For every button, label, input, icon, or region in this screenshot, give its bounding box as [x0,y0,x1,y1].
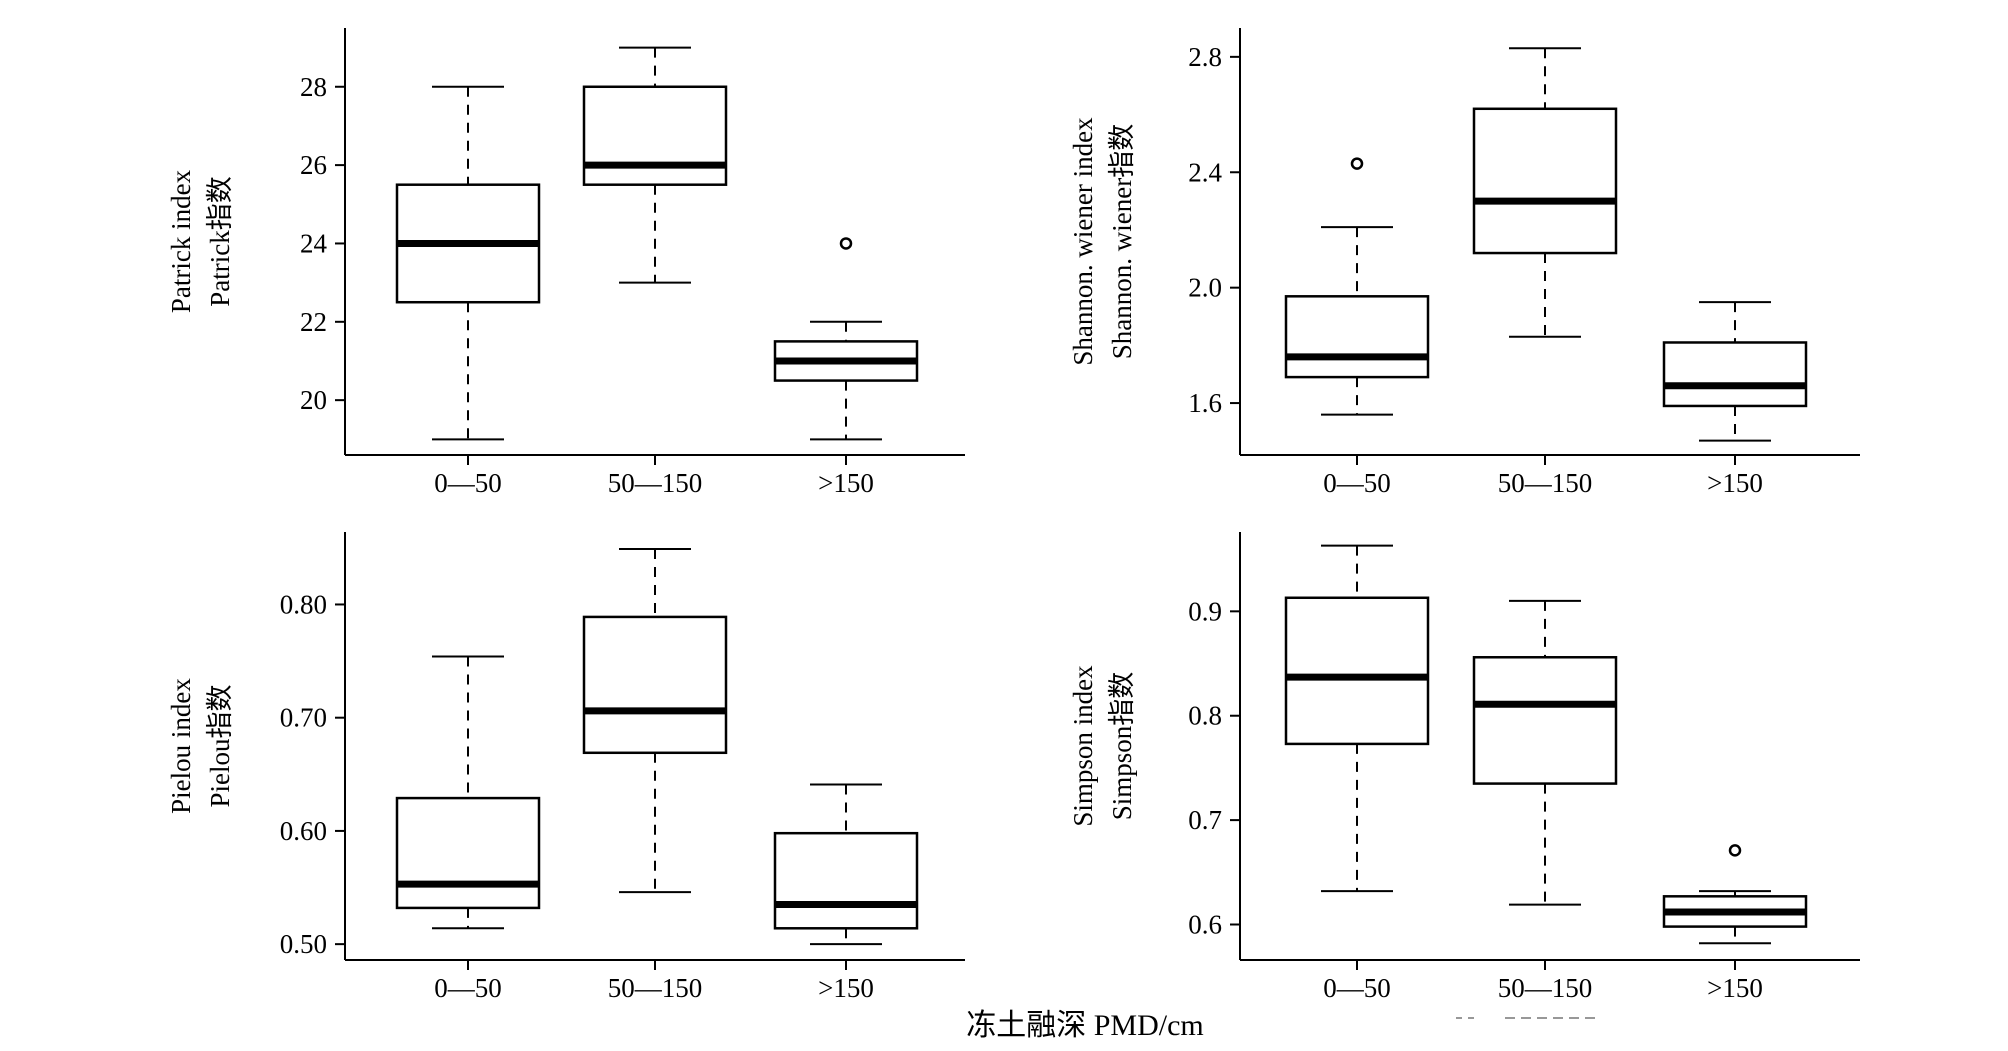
x-tick-label: 50—150 [1498,973,1593,1003]
panel-bottom-right: 0.6 0.7 0.8 0.9 0—50 50—150 >150 Simpson index S… [1068,532,1860,1003]
box-0 [1284,157,1430,416]
y-tick-label: 0.50 [280,929,327,959]
box-1 [1472,599,1618,906]
x-tick-label: 0—50 [434,973,502,1003]
box-2 [1662,844,1808,945]
y-tick-label: 2.0 [1188,273,1222,303]
box-2 [773,783,919,946]
y-axis-label: Patrick index [166,169,196,313]
y-axis-label: Simpson指数 [1107,672,1137,821]
panel-top-left: 20 22 24 26 28 0—50 50—150 >150 Patrick index Pat… [166,28,965,498]
y-axis-label: Pielou index [166,678,196,814]
y-tick-label: 24 [300,228,328,258]
y-axis-label: Shannon. wiener index [1068,117,1098,366]
y-tick-label: 28 [300,72,327,102]
y-tick-label: 1.6 [1188,388,1222,418]
y-tick-label: 0.9 [1188,596,1222,626]
y-tick-label: 26 [300,150,327,180]
box-0 [395,655,541,930]
y-axis-label: Simpson index [1068,665,1098,827]
y-tick-label: 0.8 [1188,701,1222,731]
box-0 [1284,544,1430,893]
x-tick-label: 50—150 [1498,468,1593,498]
y-tick-label: 0.60 [280,816,327,846]
x-tick-label: 50—150 [608,973,703,1003]
y-tick-label: 2.4 [1188,157,1222,187]
outlier-point [839,237,853,250]
y-tick-label: 0.80 [280,589,327,619]
x-tick-label: 50—150 [608,468,703,498]
iqr-box [582,615,728,755]
box-1 [582,46,728,284]
outlier-point [1350,157,1364,170]
panel-top-right: 1.6 2.0 2.4 2.8 0—50 50—150 >150 Shannon. wiene… [1068,28,1860,498]
box-0 [395,85,541,441]
figure-x-axis-label: 冻土融深 PMD/cm [966,1009,1204,1042]
y-tick-label: 0.70 [280,703,327,733]
iqr-box [1472,107,1618,255]
iqr-box [582,85,728,186]
outlier-point [1728,844,1742,857]
y-tick-label: 0.6 [1188,910,1222,940]
iqr-box [395,796,541,910]
iqr-box [773,831,919,930]
y-tick-label: 0.7 [1188,805,1222,835]
y-axis-label: Shannon. wiener指数 [1107,124,1137,359]
iqr-box [1662,341,1808,408]
y-axis-label: Pielou指数 [205,684,235,807]
box-2 [1662,301,1808,442]
x-tick-label: >150 [1707,468,1763,498]
x-tick-label: 0—50 [1323,468,1391,498]
iqr-box [1472,656,1618,785]
box-1 [582,547,728,894]
x-tick-label: 0—50 [434,468,502,498]
y-axis-label: Patrick指数 [205,176,235,306]
x-tick-label: >150 [1707,973,1763,1003]
x-tick-label: 0—50 [1323,973,1391,1003]
x-tick-label: >150 [818,973,874,1003]
y-tick-label: 22 [300,307,327,337]
iqr-box [1284,295,1430,379]
iqr-box [1284,596,1430,746]
box-2 [773,237,919,441]
y-tick-label: 20 [300,385,327,415]
x-tick-label: >150 [818,468,874,498]
panel-bottom-left: 0.50 0.60 0.70 0.80 0—50 50—150 >150 Pielou ind… [166,532,965,1003]
box-1 [1472,47,1618,338]
y-tick-label: 2.8 [1188,42,1222,72]
